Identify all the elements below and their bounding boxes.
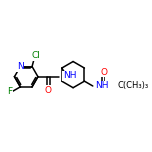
Text: O: O <box>116 81 123 90</box>
Text: N: N <box>17 62 24 71</box>
Text: O: O <box>45 86 52 95</box>
Text: O: O <box>100 68 107 77</box>
Text: Cl: Cl <box>31 51 40 60</box>
Text: NH: NH <box>63 71 76 81</box>
Text: F: F <box>7 87 12 96</box>
Text: NH: NH <box>96 81 109 90</box>
Text: C(CH₃)₃: C(CH₃)₃ <box>118 81 149 90</box>
